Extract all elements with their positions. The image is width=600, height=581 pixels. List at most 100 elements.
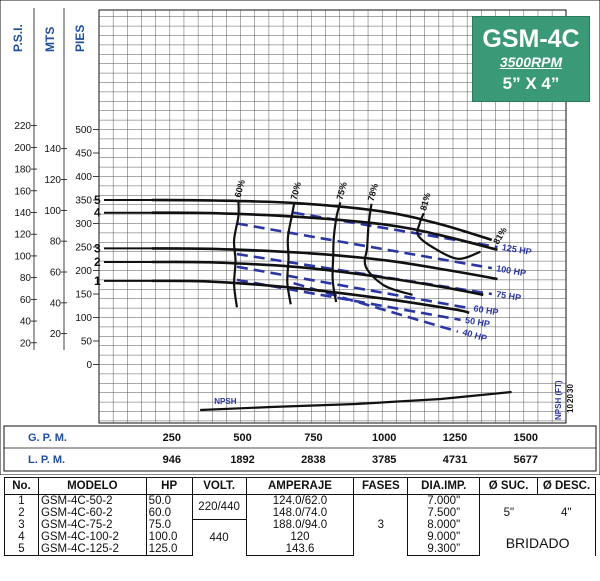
head-curve <box>151 211 498 252</box>
header-modelo: MODELO <box>37 477 147 495</box>
efficiency-label: 78% <box>366 182 380 202</box>
curve-number-label: 5 <box>94 193 101 207</box>
curve-number-label: 1 <box>94 274 101 288</box>
cell-desc: 4" <box>537 494 596 531</box>
hp-line-label: 60 HP <box>473 303 499 317</box>
curve-number-label: 4 <box>94 206 101 220</box>
cell-hp: 125.0 <box>145 543 193 556</box>
psi-tick-label: 100 <box>14 251 31 262</box>
header-no: No. <box>4 477 39 495</box>
cell-no: 2 <box>4 507 39 519</box>
psi-axis-title: P.S.I. <box>11 24 25 52</box>
cell-fases: 3 <box>353 494 409 556</box>
head-curve <box>151 247 498 281</box>
mts-tick-label: 140 <box>44 144 61 155</box>
psi-tick-label: 40 <box>20 317 32 328</box>
cell-dia: 9.000" <box>407 531 481 543</box>
head-curve <box>151 198 493 242</box>
pies-tick-label: 500 <box>75 125 92 136</box>
hp-line <box>236 265 470 310</box>
cell-dia: 9.300” <box>407 543 481 556</box>
pies-tick-label: 450 <box>75 149 92 160</box>
cell-amp: 124.0/62.0 <box>245 494 355 507</box>
npsh-curve <box>200 390 512 412</box>
header-hp: HP <box>145 477 193 495</box>
psi-tick-label: 220 <box>14 121 31 132</box>
pies-tick-label: 0 <box>86 360 92 371</box>
header-desc: Ø DESC. <box>537 477 596 495</box>
lpm-tick-label: 1892 <box>230 454 254 466</box>
lpm-axis-title: L. P. M. <box>28 454 65 466</box>
cell-model: GSM-4C-100-2 <box>37 531 147 543</box>
psi-tick-label: 180 <box>14 165 31 176</box>
mts-tick-label: 40 <box>50 298 62 309</box>
curve-number-label: 3 <box>94 241 101 255</box>
pies-tick-label: 50 <box>81 337 93 348</box>
cell-volt-a: 220/440 <box>191 494 247 520</box>
head-curve <box>151 279 470 315</box>
table-row: 5 GSM-4C-125-2 125.0 143.6 9.300” <box>4 543 596 556</box>
cell-dia: 7.500” <box>407 507 481 519</box>
cell-dia: 8.000" <box>407 519 481 531</box>
mts-tick-label: 120 <box>44 175 61 186</box>
mts-tick-label: 80 <box>50 237 62 248</box>
lpm-tick-label: 946 <box>163 454 181 466</box>
efficiency-label: 70% <box>289 181 303 201</box>
header-amperaje: AMPERAJE <box>245 477 355 495</box>
cell-model: GSM-4C-125-2 <box>37 543 147 556</box>
npsh-tick-label: 20 <box>566 394 575 403</box>
cell-suc: 5" <box>479 494 538 531</box>
mts-tick-label: 60 <box>50 268 62 279</box>
pies-tick-label: 200 <box>75 266 92 277</box>
header-suc: Ø SUC. <box>479 477 539 495</box>
gpm-tick-label: 250 <box>163 432 181 444</box>
npsh-tick-label: 10 <box>566 404 575 413</box>
rpm-subtitle: 3500RPM <box>499 54 563 70</box>
psi-tick-label: 140 <box>14 208 31 219</box>
chart-axes: P.S.I. MTS PIES050100150200250300350400450… <box>0 0 600 475</box>
cell-dia: 7.000" <box>407 494 481 507</box>
cell-amp: 188.0/94.0 <box>245 519 355 531</box>
npsh-tick-label: 30 <box>566 384 575 393</box>
cell-no: 5 <box>4 543 39 556</box>
efficiency-label: 60% <box>233 179 247 199</box>
pies-tick-label: 300 <box>75 219 92 230</box>
cell-hp: 75.0 <box>145 519 193 531</box>
cell-amp: 143.6 <box>245 543 355 556</box>
cell-model: GSM-4C-60-2 <box>37 507 147 519</box>
psi-tick-label: 160 <box>14 186 31 197</box>
table-header-row: No. MODELO HP VOLT. AMPERAJE FASES DIA.I… <box>4 477 596 495</box>
header-dia-imp: DIA.IMP. <box>407 477 481 495</box>
psi-tick-label: 200 <box>14 143 31 154</box>
efficiency-curve <box>331 202 342 303</box>
lpm-tick-label: 3785 <box>372 454 396 466</box>
pies-tick-label: 150 <box>75 290 92 301</box>
psi-tick-label: 80 <box>20 273 32 284</box>
table-row: 4 GSM-4C-100-2 100.0 120 9.000" BRIDADO <box>4 531 596 556</box>
mts-tick-label: 100 <box>44 206 61 217</box>
efficiency-curve <box>416 212 481 260</box>
npsh-axis-title: NPSH (FT) <box>554 380 563 420</box>
lpm-tick-label: 5677 <box>514 454 538 466</box>
header-volt: VOLT. <box>191 477 247 495</box>
hp-line-label: 50 HP <box>464 315 490 329</box>
cell-model: GSM-4C-75-2 <box>37 519 147 531</box>
npsh-label: NPSH <box>214 397 236 406</box>
cell-hp: 50.0 <box>145 494 193 507</box>
efficiency-label: 75% <box>335 181 349 201</box>
cell-volt-b: 440 <box>191 519 247 556</box>
cell-no: 1 <box>4 494 39 507</box>
efficiency-curve <box>286 202 296 305</box>
gpm-axis-title: G. P. M. <box>28 432 67 444</box>
cell-hp: 60.0 <box>145 507 193 519</box>
cell-model: GSM-4C-50-2 <box>37 494 147 507</box>
gpm-tick-label: 500 <box>233 432 251 444</box>
pies-axis-title: PIES <box>73 25 87 52</box>
cell-amp: 120 <box>245 531 355 543</box>
psi-tick-label: 60 <box>20 295 32 306</box>
hp-line-label: 75 HP <box>496 289 522 303</box>
pies-tick-label: 100 <box>75 313 92 324</box>
psi-tick-label: 20 <box>20 338 32 349</box>
hp-line <box>236 222 493 270</box>
